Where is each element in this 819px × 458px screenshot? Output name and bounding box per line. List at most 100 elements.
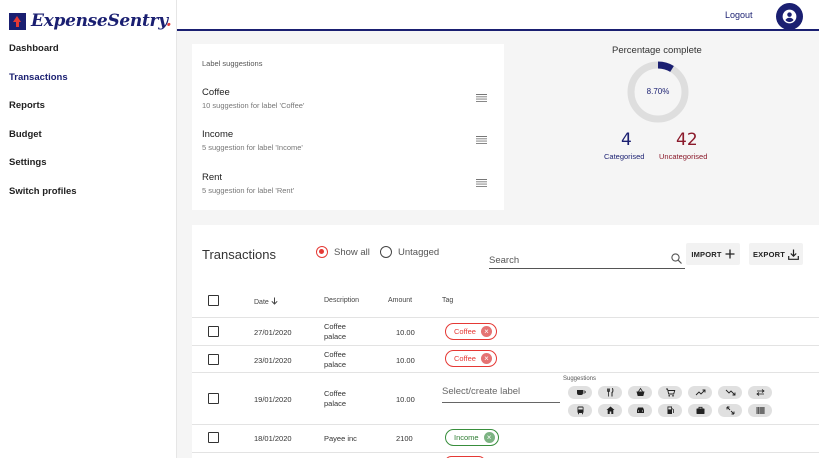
sidebar-item-switch-profiles[interactable]: Switch profiles [9, 185, 77, 197]
list-icon[interactable] [476, 136, 487, 144]
tag-label: Income [454, 433, 479, 442]
brand-dot: . [165, 11, 172, 31]
list-icon[interactable] [476, 94, 487, 102]
select-all-checkbox[interactable] [208, 295, 219, 306]
suggestion-chip-car[interactable] [628, 404, 652, 417]
export-button[interactable]: EXPORT [749, 243, 803, 265]
description-line: Coffee [324, 322, 346, 331]
divider [192, 317, 819, 318]
suggestion-chip-bus[interactable] [568, 404, 592, 417]
filter-untagged-radio[interactable]: Untagged [380, 246, 439, 258]
sidebar-item-transactions[interactable]: Transactions [9, 71, 68, 83]
categorised-count: 4 [621, 130, 632, 150]
label-suggestions-title: Label suggestions [202, 59, 263, 68]
divider [192, 424, 819, 425]
search-input[interactable] [489, 252, 659, 269]
suggestion-chip-coffee[interactable] [568, 386, 592, 399]
account-circle-icon [782, 9, 797, 24]
radio-checked-icon [316, 246, 328, 258]
logout-link[interactable]: Logout [725, 10, 753, 20]
description-line: palace [324, 398, 347, 408]
fuel-icon [667, 406, 674, 414]
divider [192, 452, 819, 453]
suggestion-chip-swap[interactable] [748, 386, 772, 399]
description-line: palace [324, 331, 347, 341]
list-icon[interactable] [476, 179, 487, 187]
suggestions-heading: Suggestions [563, 376, 597, 382]
row-date: 27/01/2020 [254, 328, 292, 337]
row-checkbox[interactable] [208, 432, 219, 443]
suggestion-chip-trending-up[interactable] [688, 386, 712, 399]
sidebar-item-settings[interactable]: Settings [9, 157, 47, 168]
suggestion-name: Coffee [202, 87, 230, 98]
row-checkbox[interactable] [208, 326, 219, 337]
row-amount: 2100 [396, 434, 413, 443]
search-icon[interactable] [671, 253, 682, 264]
app-logo[interactable]: ExpenseSentry. [9, 11, 172, 31]
remove-tag-icon[interactable]: × [480, 353, 492, 364]
column-header-date[interactable]: Date [254, 297, 278, 306]
tag-chip-coffee[interactable]: Coffee × [445, 323, 497, 340]
trending-up-icon [695, 389, 705, 396]
suggestion-chip-expand[interactable] [718, 404, 742, 417]
import-label: IMPORT [691, 249, 722, 259]
home-icon [606, 406, 614, 414]
column-header-amount[interactable]: Amount [388, 297, 413, 304]
expand-icon [726, 406, 734, 415]
basket-icon [636, 387, 644, 396]
suggestion-chip-restaurant[interactable] [598, 386, 622, 399]
tag-label: Coffee [454, 354, 476, 363]
suggestion-item-coffee[interactable]: Coffee 10 suggestion for label 'Coffee' [202, 87, 497, 110]
sidebar-item-budget[interactable]: Budget [9, 128, 42, 140]
barcode-icon [756, 407, 764, 414]
row-date: 23/01/2020 [254, 356, 292, 365]
remove-tag-icon[interactable]: × [483, 432, 495, 443]
progress-donut [627, 61, 689, 123]
suggestion-item-income[interactable]: Income 5 suggestion for label 'Income' [202, 129, 497, 152]
suggestion-chip-barcode[interactable] [748, 404, 772, 417]
transactions-card: Transactions Show all Untagged IMPORT EX… [192, 225, 819, 458]
percentage-label: 8.70% [646, 87, 670, 96]
search-field[interactable] [489, 250, 685, 269]
restaurant-icon [606, 388, 613, 397]
suggestion-chip-fuel[interactable] [658, 404, 682, 417]
trending-down-icon [725, 389, 735, 396]
suggestion-item-rent[interactable]: Rent 5 suggestion for label 'Rent' [202, 172, 497, 195]
suggestion-description: 5 suggestion for label 'Rent' [202, 186, 295, 195]
uncategorised-label: Uncategorised [659, 152, 708, 161]
account-avatar-button[interactable] [776, 3, 803, 30]
label-select-input[interactable]: Select/create label [442, 386, 560, 403]
tag-label: Coffee [454, 327, 476, 336]
suggestion-chip-trending-down[interactable] [718, 386, 742, 399]
briefcase-icon [696, 406, 704, 414]
divider [192, 345, 819, 346]
suggestion-description: 10 suggestion for label 'Coffee' [202, 101, 305, 110]
transactions-title: Transactions [202, 247, 276, 262]
row-date: 19/01/2020 [254, 395, 292, 404]
divider [192, 372, 819, 373]
description-line: Payee inc [324, 434, 357, 443]
row-date: 18/01/2020 [254, 434, 292, 443]
suggestion-chip-basket[interactable] [628, 386, 652, 399]
row-checkbox[interactable] [208, 354, 219, 365]
tag-chip-income[interactable]: Income × [445, 429, 499, 446]
suggestion-chip-briefcase[interactable] [688, 404, 712, 417]
column-header-description[interactable]: Description [324, 297, 360, 304]
row-checkbox[interactable] [208, 393, 219, 404]
suggestion-chip-cart[interactable] [658, 386, 682, 399]
download-icon [788, 249, 799, 260]
import-button[interactable]: IMPORT [686, 243, 740, 265]
logo-arrow-icon [9, 12, 26, 30]
sidebar-item-reports[interactable]: Reports [9, 100, 45, 111]
column-header-tag[interactable]: Tag [442, 297, 454, 304]
suggestion-chip-home[interactable] [598, 404, 622, 417]
filter-show-all-radio[interactable]: Show all [316, 246, 370, 258]
remove-tag-icon[interactable]: × [480, 326, 492, 337]
sidebar-item-dashboard[interactable]: Dashboard [9, 43, 59, 54]
top-bar: Logout [177, 0, 819, 31]
filter-show-all-label: Show all [334, 246, 370, 258]
uncategorised-count: 42 [676, 130, 698, 150]
categorised-label: Categorised [604, 152, 645, 161]
tag-chip-coffee[interactable]: Coffee × [445, 350, 497, 367]
cart-icon [665, 388, 675, 397]
